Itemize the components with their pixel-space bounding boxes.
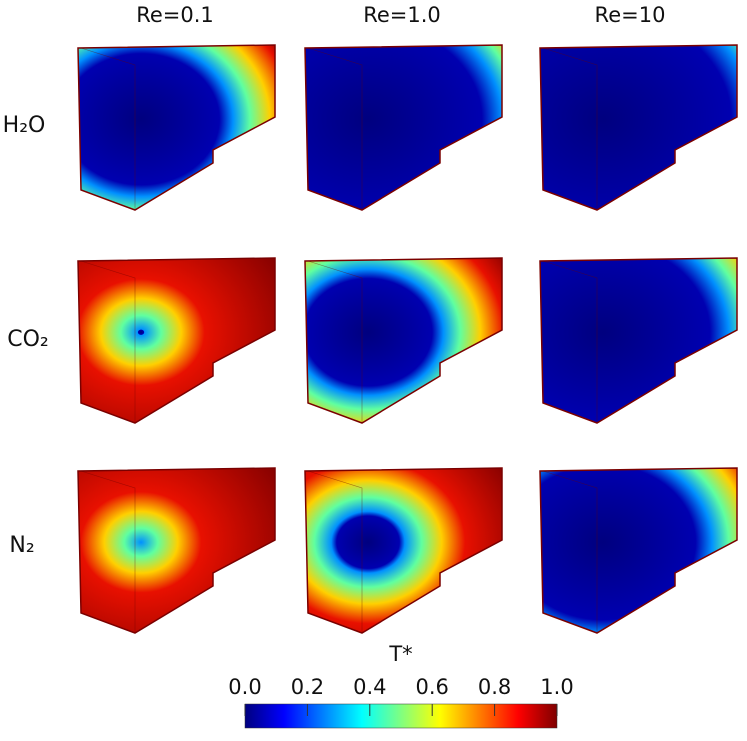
simulation-panel — [539, 257, 738, 424]
simulation-panel — [539, 467, 738, 634]
panel-edge — [542, 470, 598, 633]
column-header: Re=10 — [595, 3, 666, 27]
colorbar-tick-label: 0.2 — [291, 675, 324, 699]
simulation-panel — [77, 467, 276, 634]
colorbar — [244, 703, 558, 729]
simulation-panel — [77, 257, 276, 424]
colorbar-tick-label: 1.0 — [540, 675, 573, 699]
panel-edge — [307, 470, 363, 633]
row-label: CO₂ — [7, 327, 49, 352]
panel-edge — [80, 470, 136, 633]
panels — [77, 44, 738, 634]
panel-edge — [80, 260, 136, 423]
colorbar-ticks: 0.0 0.2 0.4 0.6 0.8 1.0 — [228, 675, 574, 716]
column-header: Re=1.0 — [363, 3, 441, 27]
panel-edge — [542, 47, 598, 210]
colorbar-tick-label: 0.0 — [228, 675, 261, 699]
colorbar-tick-label: 0.4 — [353, 675, 386, 699]
panel-edge — [542, 260, 598, 423]
panel-edge — [307, 260, 363, 423]
column-header: Re=0.1 — [136, 3, 214, 27]
colorbar-tick-label: 0.6 — [415, 675, 448, 699]
panel-edge — [80, 47, 136, 210]
row-label: N₂ — [9, 533, 34, 558]
colorbar-title: T* — [388, 642, 412, 666]
simulation-panel — [304, 467, 503, 634]
simulation-panel — [539, 44, 738, 211]
simulation-panel — [304, 257, 503, 424]
simulation-panel — [77, 44, 276, 211]
simulation-panel — [304, 44, 503, 211]
row-label: H₂O — [3, 113, 46, 138]
panel-edge — [307, 47, 363, 210]
colorbar-tick-label: 0.8 — [478, 675, 511, 699]
